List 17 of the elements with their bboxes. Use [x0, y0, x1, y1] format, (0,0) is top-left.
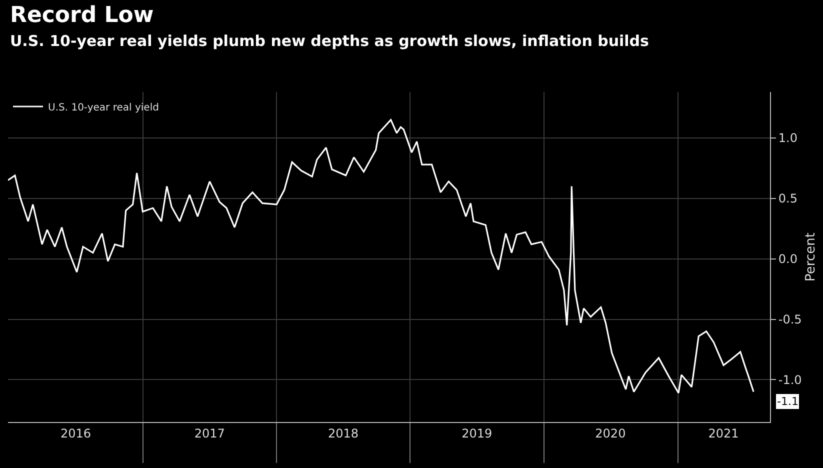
x-tick-label: 2016: [60, 426, 91, 440]
x-tick-label: 2021: [708, 426, 739, 440]
annotation: -1.1: [777, 395, 798, 408]
chart-subtitle: U.S. 10-year real yields plumb new depths as growth slows, inflation builds: [10, 32, 650, 50]
chart-title: Record Low: [10, 3, 154, 28]
line-series: [8, 119, 754, 394]
x-tick-label: 2020: [595, 426, 626, 440]
y-tick-label: 0.5: [778, 192, 798, 206]
y-tick-label: -1.0: [778, 372, 802, 387]
x-tick-label: 2018: [328, 426, 359, 440]
x-tick-label: 2017: [194, 426, 225, 440]
x-tick-label: 2019: [462, 426, 492, 440]
y-axis-title: Percent: [803, 232, 818, 282]
y-tick-label: -0.5: [778, 312, 802, 326]
y-tick-label: 1.0: [778, 131, 798, 146]
y-tick-label: 0.0: [778, 252, 798, 266]
legend-label: U.S. 10-year real yield: [48, 102, 159, 114]
